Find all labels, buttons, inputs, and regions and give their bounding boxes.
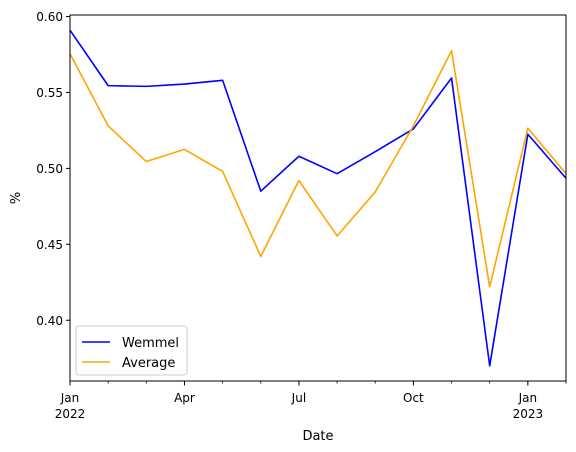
y-axis-label: % [9,192,24,204]
x-tick-label: Apr [174,391,195,405]
x-tick-label: Oct [403,391,424,405]
y-tick-label: 0.45 [36,238,63,252]
x-tick-label: Jan [518,391,538,405]
y-tick-label: 0.60 [36,10,63,24]
legend-label-wemmel: Wemmel [122,336,179,351]
series-lines [69,29,567,367]
series-line-average [69,49,567,288]
x-tick-year-label: 2022 [55,407,86,421]
x-tick-label: Jan [60,391,80,405]
y-tick-label: 0.50 [36,162,63,176]
y-tick-label: 0.40 [36,314,63,328]
y-tick-label: 0.55 [36,86,63,100]
series-line-wemmel [69,29,567,367]
plot-frame [69,14,567,382]
x-tick-label: Jul [291,391,306,405]
legend: Wemmel Average [75,325,188,376]
x-axis-label: Date [302,429,333,444]
x-tick-year-label: 2023 [513,407,544,421]
legend-label-average: Average [122,356,175,371]
axis-ticks: 0.40 0.45 0.50 0.55 0.60 Jan 2022 Apr Jul Oct Jan 2… [36,10,567,421]
